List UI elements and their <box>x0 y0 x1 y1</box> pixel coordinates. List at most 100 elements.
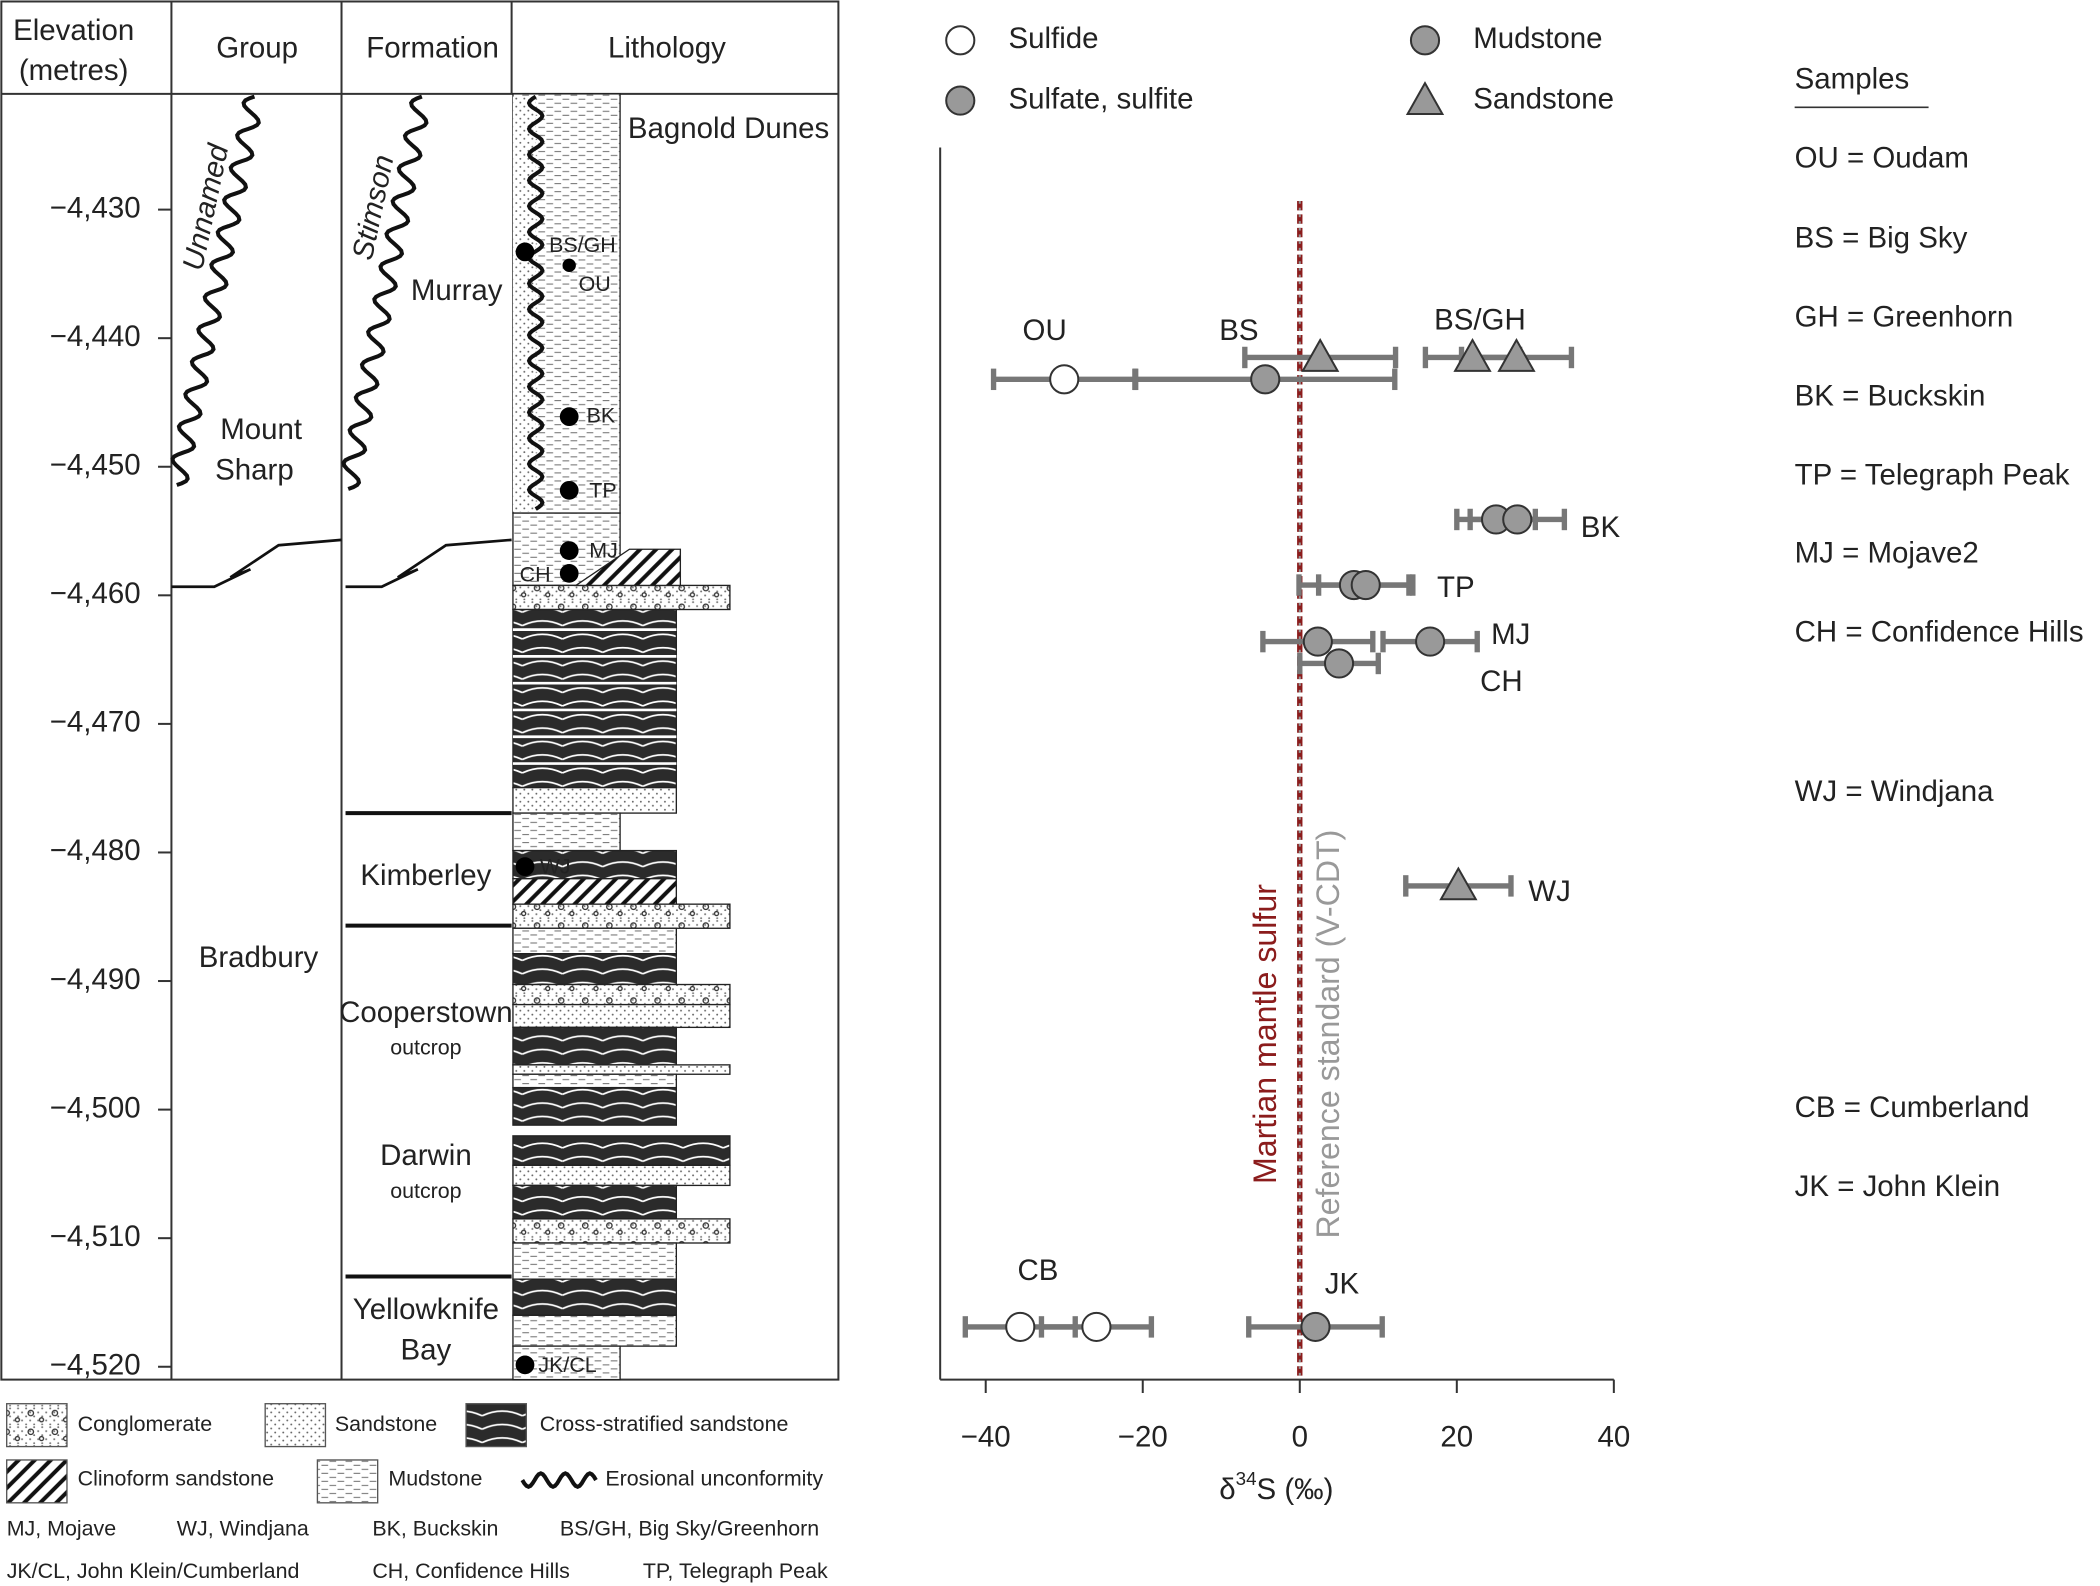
label: BS/GH, Big Sky/Greenhorn <box>560 1516 819 1540</box>
y-tick-label: −4,510 <box>50 1220 141 1253</box>
label: Bagnold Dunes <box>628 112 829 145</box>
annotation: JK <box>1325 1268 1360 1301</box>
interfinger <box>345 538 512 589</box>
litho-layer <box>512 1242 678 1280</box>
label: (metres) <box>19 54 129 87</box>
label: WJ = Windjana <box>1795 775 1995 808</box>
legend-swatch <box>316 1459 379 1504</box>
y-tick-label: −4,490 <box>50 963 141 996</box>
annotation: BK <box>1581 511 1621 544</box>
y-tick-label: −4,480 <box>50 834 141 867</box>
litho-layer <box>512 1003 731 1029</box>
label: GH = Greenhorn <box>1795 301 2014 334</box>
point <box>1301 338 1340 372</box>
y-tick-label: −4,440 <box>50 320 141 353</box>
label: BK, Buckskin <box>372 1516 498 1540</box>
frame <box>0 0 840 1381</box>
point <box>1250 364 1281 395</box>
legend-marker <box>945 25 976 56</box>
litho-layer <box>512 953 678 986</box>
y-tick-label: −4,430 <box>50 191 141 224</box>
legend-swatch <box>520 1471 598 1489</box>
legend-marker <box>1405 81 1445 115</box>
label: BS/GH <box>549 233 616 257</box>
litho-layer <box>512 786 678 814</box>
point <box>1350 569 1381 601</box>
label: OU <box>579 272 611 296</box>
label: Kimberley <box>360 859 491 892</box>
label: Sandstone <box>335 1412 437 1436</box>
legend-label: Sulfide <box>1008 22 1098 55</box>
legend-swatch <box>6 1403 68 1448</box>
label: Bradbury <box>199 941 319 974</box>
litho-layer <box>512 1026 678 1066</box>
litho-layer <box>512 878 678 905</box>
reference-label: Reference standard (V-CDT) <box>1310 830 1346 1239</box>
x-axis-label-part: δ <box>1219 1473 1235 1506</box>
label: JK/CL, John Klein/Cumberland <box>7 1559 300 1583</box>
litho-layer <box>512 1073 678 1089</box>
legend-swatch <box>465 1403 528 1448</box>
sample-dot <box>515 242 535 262</box>
interfinger <box>171 538 342 589</box>
label: WJ <box>540 855 571 879</box>
point <box>1439 866 1478 901</box>
litho-layer <box>512 1164 731 1187</box>
sample-dot <box>515 1355 535 1375</box>
label: Stimson <box>346 152 400 263</box>
point <box>1497 338 1536 372</box>
sample-dot <box>562 258 576 273</box>
label: Conglomerate <box>78 1412 212 1436</box>
litho-layer <box>512 1086 678 1126</box>
y-tick-label: −4,470 <box>50 706 141 739</box>
label: TP, Telegraph Peak <box>643 1559 828 1583</box>
litho-layer <box>512 1278 678 1316</box>
sample-dot <box>559 480 579 500</box>
point <box>1300 1311 1331 1342</box>
annotation: TP <box>1437 571 1475 604</box>
legend-swatch <box>264 1403 327 1448</box>
x-tick-label: 0 <box>1292 1420 1308 1453</box>
sample-dot <box>559 407 579 427</box>
point <box>1081 1311 1112 1342</box>
point <box>1453 338 1492 372</box>
litho-layer <box>512 584 731 611</box>
label: CH = Confidence Hills <box>1795 615 2084 648</box>
litho-layer <box>512 927 678 955</box>
label: outcrop <box>390 1179 461 1203</box>
label: CH, Confidence Hills <box>372 1559 569 1583</box>
annotation: BS <box>1219 314 1258 347</box>
annotation: OU <box>1023 314 1067 347</box>
y-tick-label: −4,460 <box>50 577 141 610</box>
y-tick-label: −4,450 <box>50 449 141 482</box>
reference-label: Martian mantle sulfur <box>1247 884 1283 1184</box>
label: Samples <box>1795 62 1910 95</box>
annotation: WJ <box>1528 875 1571 908</box>
legend-marker <box>1409 25 1441 56</box>
sample-dot <box>559 563 579 583</box>
label: TP = Telegraph Peak <box>1795 459 2070 492</box>
point <box>1323 648 1355 679</box>
label: outcrop <box>390 1035 461 1059</box>
point <box>1049 364 1080 395</box>
legend-swatch <box>6 1459 68 1504</box>
label: Mount <box>220 413 302 446</box>
x-tick-label: −20 <box>1118 1420 1168 1453</box>
label: Cooperstown <box>339 996 513 1029</box>
legend-label: Mudstone <box>1473 22 1602 55</box>
litho-layer <box>512 1064 731 1075</box>
sample-dot <box>559 541 579 560</box>
y-tick-label: −4,500 <box>50 1091 141 1124</box>
label: BK <box>587 403 616 427</box>
litho-layer <box>512 903 731 929</box>
label: Darwin <box>380 1139 472 1172</box>
label: OU = Oudam <box>1795 141 1969 174</box>
label: Sharp <box>215 453 294 486</box>
point <box>1005 1311 1036 1342</box>
litho-layer <box>512 1218 731 1244</box>
litho-layer <box>512 849 678 880</box>
x-tick-label: 20 <box>1440 1420 1473 1453</box>
label: JK/CL <box>538 1353 596 1377</box>
